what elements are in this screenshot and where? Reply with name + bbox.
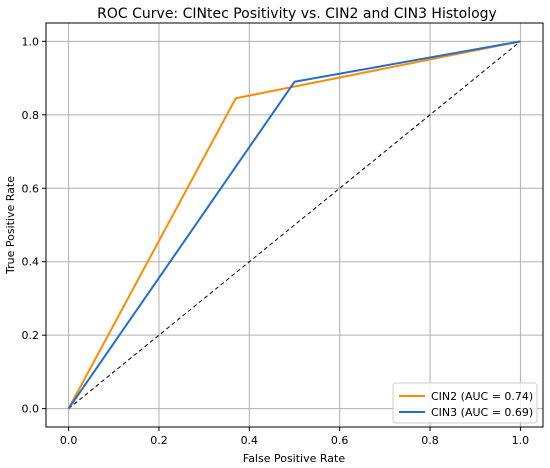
series-line-cin2 — [67, 40, 521, 410]
y-tick-label: 0.6 — [22, 182, 40, 195]
x-tick-label: 0.2 — [150, 434, 168, 447]
random-classifier-line — [68, 40, 521, 410]
chart-title: ROC Curve: CINtec Positivity vs. CIN2 an… — [97, 6, 497, 22]
x-tick-label: 0.0 — [60, 434, 78, 447]
x-axis-label: False Positive Rate — [243, 452, 345, 465]
y-tick-label: 0.4 — [22, 256, 40, 269]
y-tick-label: 0.8 — [22, 109, 40, 122]
legend-label: CIN2 (AUC = 0.74) — [431, 390, 533, 403]
series-line-cin3 — [67, 40, 521, 410]
legend-box — [392, 382, 538, 424]
axis-ticks: 0.0 0.2 0.4 0.6 0.8 1.0 0.0 0.2 0.4 0.6 0.8 1.0 — [22, 35, 530, 447]
y-tick-label: 1.0 — [22, 35, 40, 48]
x-tick-label: 0.6 — [331, 434, 349, 447]
y-axis-label: True Positive Rate — [4, 176, 17, 275]
y-tick-label: 0.0 — [22, 403, 40, 416]
x-tick-label: 0.4 — [241, 434, 259, 447]
grid — [46, 23, 543, 427]
x-tick-label: 1.0 — [512, 434, 530, 447]
legend: CIN2 (AUC = 0.74) CIN3 (AUC = 0.69) — [392, 382, 538, 424]
x-tick-label: 0.8 — [421, 434, 439, 447]
plot-frame — [45, 22, 544, 428]
plot-lines — [67, 40, 521, 410]
y-tick-label: 0.2 — [22, 329, 40, 342]
legend-label: CIN3 (AUC = 0.69) — [431, 406, 533, 419]
